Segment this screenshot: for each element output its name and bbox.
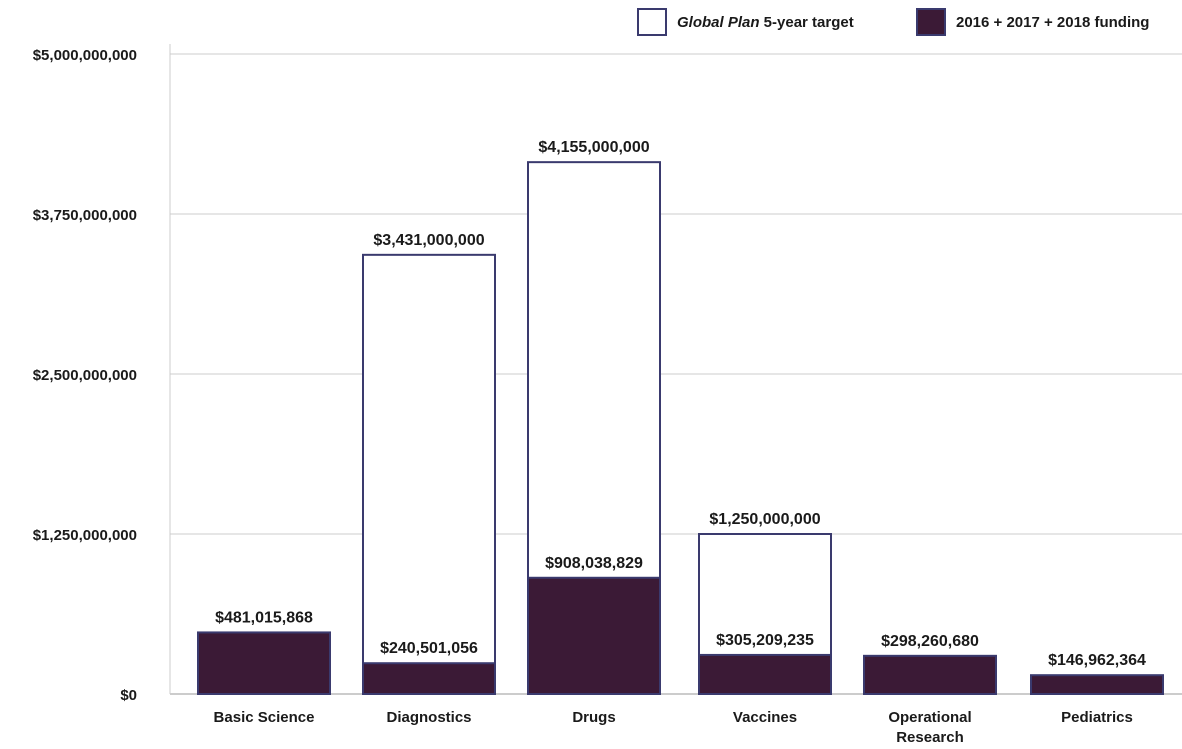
y-tick-label: $0	[120, 687, 137, 704]
legend-swatch-target	[637, 8, 667, 36]
x-category-label: Pediatrics	[1061, 709, 1133, 726]
x-category-label: Research	[896, 729, 964, 746]
funding-value-label: $240,501,056	[380, 640, 478, 657]
legend-label-target: Global Plan 5-year target	[677, 14, 854, 31]
funding-value-label: $305,209,235	[716, 632, 814, 649]
y-tick-label: $1,250,000,000	[33, 527, 137, 544]
legend-swatch-funding	[916, 8, 946, 36]
funding-bar	[698, 653, 832, 696]
y-tick-label: $2,500,000,000	[33, 367, 137, 384]
legend-funding: 2016 + 2017 + 2018 funding	[916, 6, 1149, 38]
funding-bar	[527, 576, 661, 696]
y-tick-label: $5,000,000,000	[33, 47, 137, 64]
target-value-label: $1,250,000,000	[709, 511, 820, 528]
funding-value-label: $146,962,364	[1048, 652, 1146, 669]
x-category-label: Basic Science	[214, 709, 315, 726]
funding-value-label: $298,260,680	[881, 633, 979, 650]
funding-bar	[863, 654, 997, 695]
funding-value-label: $908,038,829	[545, 555, 643, 572]
x-category-label: Vaccines	[733, 709, 797, 726]
legend-label-target-rest: 5-year target	[759, 13, 854, 31]
target-value-label: $3,431,000,000	[373, 232, 484, 249]
x-category-label: Diagnostics	[386, 709, 471, 726]
legend-label-target-italic: Global Plan	[677, 13, 760, 31]
legend-target: Global Plan 5-year target	[637, 6, 854, 38]
funding-value-label: $481,015,868	[215, 609, 313, 626]
target-bar	[362, 253, 496, 695]
x-category-label: Drugs	[572, 709, 615, 726]
y-tick-label: $3,750,000,000	[33, 207, 137, 224]
target-value-label: $4,155,000,000	[538, 139, 649, 156]
legend-label-funding: 2016 + 2017 + 2018 funding	[956, 13, 1150, 31]
funding-bar	[1030, 674, 1164, 696]
funding-bar	[362, 662, 496, 696]
funding-bar	[197, 631, 331, 696]
x-category-label: Operational	[888, 709, 971, 726]
